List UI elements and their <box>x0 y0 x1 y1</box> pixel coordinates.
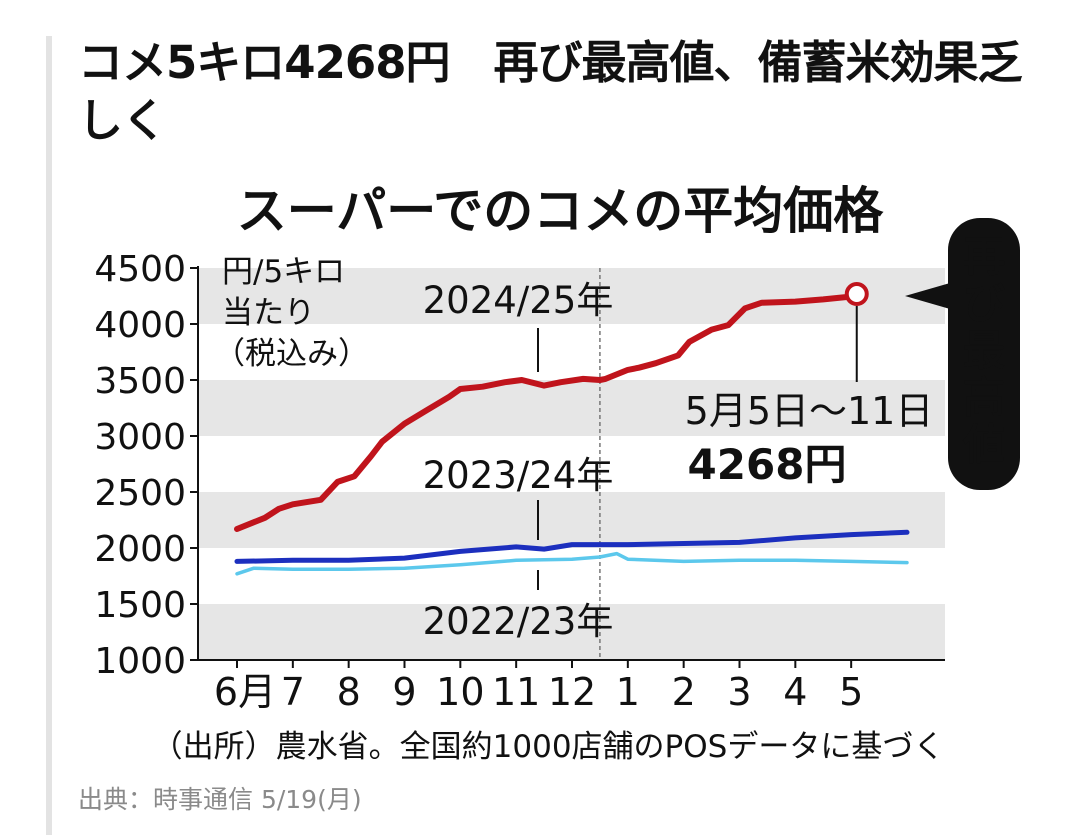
unit-label-line-3: （税込み） <box>214 336 369 372</box>
y-tick-label: 1500 <box>94 585 186 626</box>
record-period-label: 5月5日～11日 <box>685 389 934 433</box>
record-badge-char: 最 <box>963 326 1005 375</box>
x-tick-label: 10 <box>436 670 484 714</box>
article-source: 出典：時事通信 5/19(月) <box>78 785 362 814</box>
x-tick-label: 11 <box>492 670 540 714</box>
series-line-1 <box>234 529 910 564</box>
quote-bar <box>46 36 52 835</box>
record-badge-pointer <box>905 283 950 309</box>
series-line-0 <box>234 291 860 532</box>
x-tick-label: 1 <box>616 670 640 714</box>
record-badge-char: 再 <box>963 232 1005 281</box>
chart-title: スーパーでのコメの平均価格 <box>237 182 884 240</box>
series-label-2024-25: 2024/25年 <box>423 279 614 322</box>
y-tick-label: 2000 <box>94 529 186 570</box>
record-annotation: 5月5日～11日 4268円 再び最高値 <box>685 218 1020 490</box>
series-label-2023-24: 2023/24年 <box>423 454 614 497</box>
x-tick-label: 2 <box>672 670 696 714</box>
chart-footnote: （出所）農水省。全国約1000店舗のPOSデータに基づく <box>152 729 945 765</box>
grid-band <box>198 380 945 436</box>
y-tick-label: 1000 <box>94 641 186 682</box>
grid-band <box>198 268 945 324</box>
record-badge <box>948 218 1020 490</box>
x-tick-label: 12 <box>548 670 596 714</box>
unit-label-line-2: 当たり <box>222 295 315 331</box>
y-tick-label: 3500 <box>94 361 186 402</box>
record-badge-text: 再び最高値 <box>962 232 1005 469</box>
record-badge-char: 高 <box>963 373 1005 422</box>
x-tick-label: 5 <box>839 670 863 714</box>
price-line-chart: スーパーでのコメの平均価格 45004000350030002500200015… <box>94 182 1020 765</box>
unit-label-line-1: 円/5キロ <box>222 254 345 290</box>
x-tick-label: 6月 <box>214 670 276 714</box>
record-badge-char: び <box>963 279 1005 328</box>
record-badge-char: 値 <box>962 420 1005 469</box>
record-value-label: 4268円 <box>688 440 847 489</box>
y-tick-label: 4500 <box>94 249 186 290</box>
y-tick-labels: 4500 4000 3500 3000 2500 2000 1500 1000 <box>94 249 186 682</box>
record-marker <box>844 281 869 306</box>
unit-label: 円/5キロ 当たり （税込み） <box>214 254 369 372</box>
x-tick-label: 8 <box>337 670 361 714</box>
x-tick-label: 9 <box>392 670 416 714</box>
axes <box>190 266 945 668</box>
x-tick-label: 7 <box>281 670 305 714</box>
x-tick-label: 3 <box>727 670 751 714</box>
x-tick-label: 4 <box>783 670 807 714</box>
series-labels: 2024/25年 2023/24年 2022/23年 <box>423 279 614 643</box>
y-tick-label: 2500 <box>94 473 186 514</box>
series-label-2022-23: 2022/23年 <box>423 600 614 643</box>
x-tick-labels: 6月 7 8 9 10 11 12 1 2 3 4 5 <box>214 670 863 714</box>
y-tick-label: 4000 <box>94 305 186 346</box>
article-headline: コメ5キロ4268円 再び最高値、備蓄米効果乏しく <box>78 36 1023 147</box>
grid-band <box>198 604 945 660</box>
series-line-2 <box>235 551 909 576</box>
y-tick-label: 3000 <box>94 417 186 458</box>
series-lines <box>234 291 910 576</box>
